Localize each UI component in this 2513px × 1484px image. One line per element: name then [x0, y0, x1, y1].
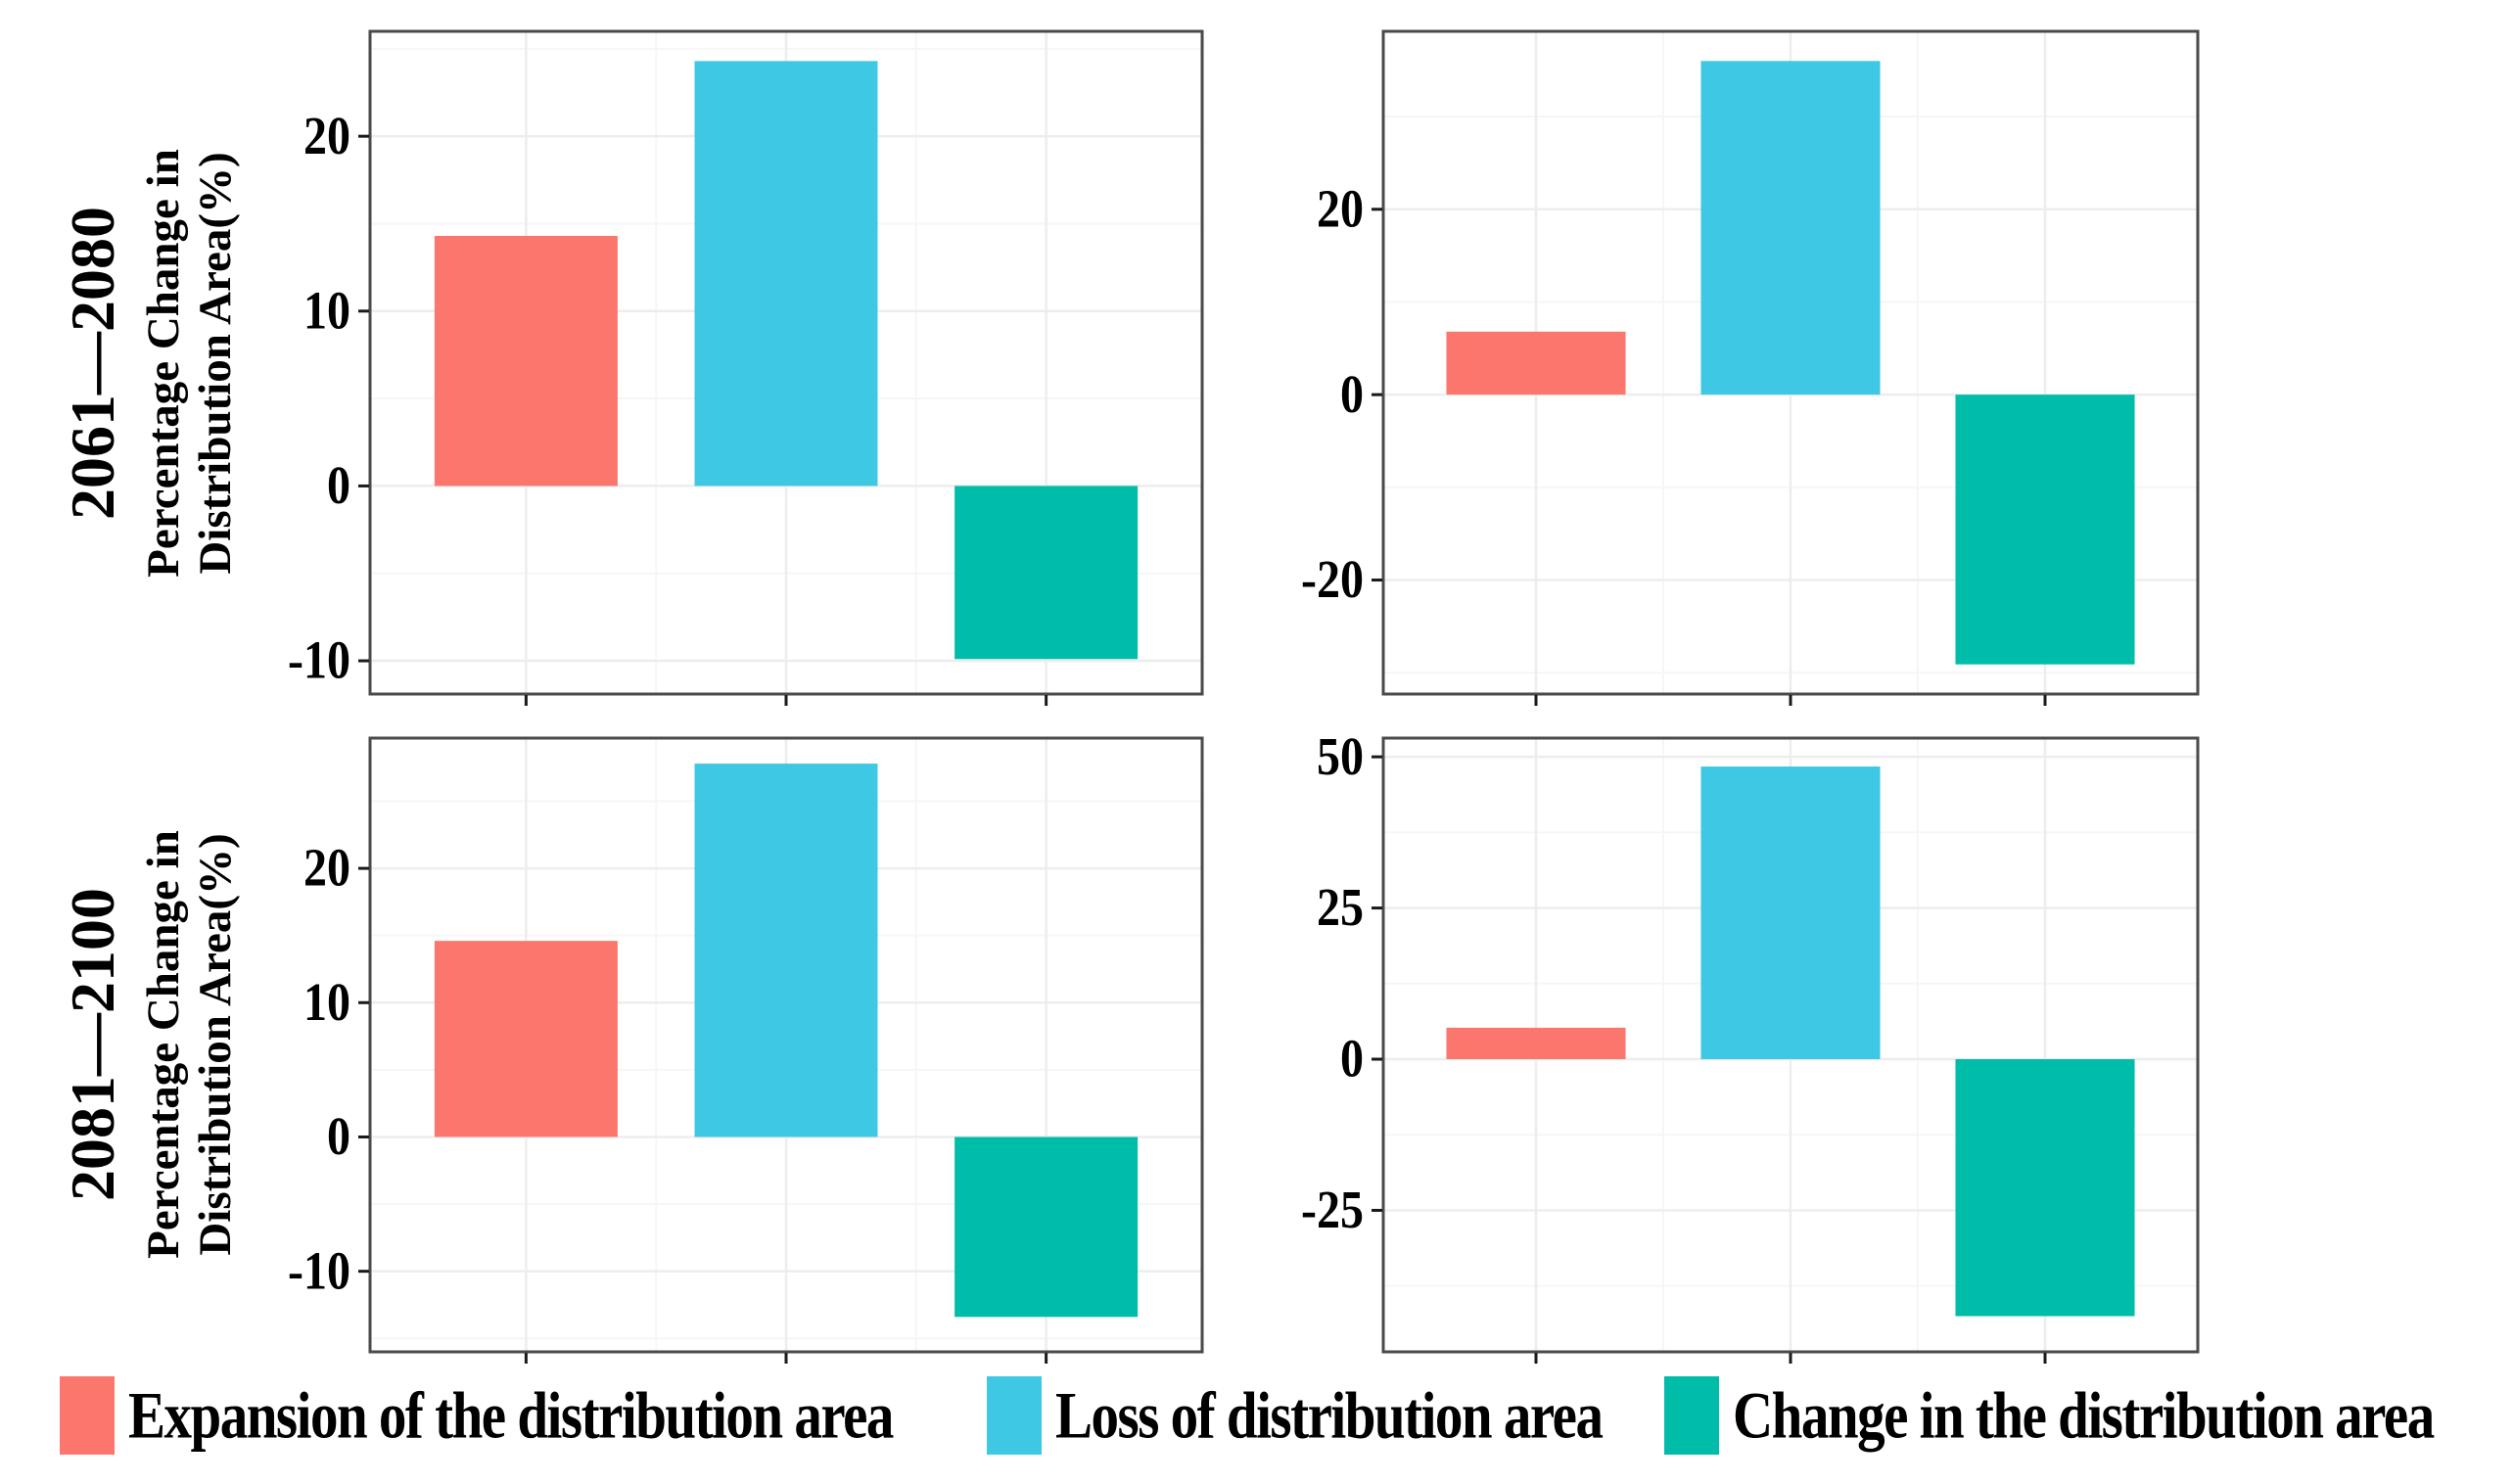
y-axis-title-line2: Distribution Area(%) — [190, 833, 241, 1256]
row-label-2061-2080: 2061—2080 — [58, 207, 127, 520]
legend-label-loss: Loss of distribution area — [1055, 1378, 1604, 1453]
chart-2061-2080-left: -10 0 10 20 — [288, 29, 1204, 706]
axis-ticks: -20 0 20 — [1301, 179, 2047, 706]
legend: Expansion of the distribution area Loss … — [0, 1367, 2513, 1474]
bar-change — [1955, 394, 2135, 665]
legend-swatch-change — [1664, 1376, 1719, 1455]
bar-change — [1955, 1059, 2135, 1317]
y-tick-label: -25 — [1301, 1181, 1364, 1240]
chart-2081-2100-right: -25 0 25 50 — [1301, 727, 2200, 1364]
y-tick-label: 10 — [303, 973, 350, 1033]
chart-2061-2080-right: -20 0 20 — [1301, 29, 2200, 706]
y-tick-label: 20 — [1317, 179, 1364, 239]
bar-loss — [1700, 61, 1881, 395]
panel-border — [368, 29, 1204, 696]
legend-item-loss: Loss of distribution area — [987, 1376, 1604, 1455]
bar-change — [954, 1136, 1139, 1318]
bar-change — [954, 486, 1139, 660]
axis-ticks: -25 0 25 50 — [1301, 727, 2047, 1364]
legend-label-expansion: Expansion of the distribution area — [128, 1378, 894, 1453]
y-tick-label: 10 — [303, 281, 350, 341]
bar-expansion — [1446, 331, 1626, 395]
y-tick-label: 0 — [327, 1107, 350, 1167]
y-axis-title-line1: Percentage Change in — [138, 830, 189, 1259]
axis-ticks: -10 0 10 20 — [288, 107, 1048, 706]
row-label-2081-2100: 2081—2100 — [58, 888, 127, 1201]
panel-border — [1381, 736, 2200, 1354]
y-tick-label: -20 — [1301, 550, 1364, 610]
y-tick-label: 25 — [1317, 878, 1364, 938]
y-axis-title-bottom: Percentage Change in Distribution Area(%… — [138, 702, 244, 1387]
axis-ticks: -10 0 10 20 — [288, 839, 1048, 1364]
legend-swatch-loss — [987, 1376, 1042, 1455]
y-axis-title-top: Percentage Change in Distribution Area(%… — [138, 21, 244, 706]
bar-loss — [1700, 766, 1881, 1060]
bar-loss — [694, 61, 878, 487]
bar-loss — [694, 764, 878, 1137]
legend-swatch-expansion — [60, 1376, 115, 1455]
y-axis-title-line2: Distribution Area(%) — [190, 152, 241, 575]
bar-expansion — [434, 941, 618, 1137]
y-tick-label: -10 — [288, 631, 350, 691]
bar-expansion — [1446, 1027, 1626, 1060]
legend-item-expansion: Expansion of the distribution area — [60, 1376, 894, 1455]
y-tick-label: 0 — [1340, 365, 1364, 425]
y-tick-label: 20 — [303, 839, 350, 899]
chart-2081-2100-left: -10 0 10 20 — [288, 736, 1204, 1364]
legend-item-change: Change in the distribution area — [1664, 1376, 2435, 1455]
bar-expansion — [434, 235, 618, 487]
y-axis-title-line1: Percentage Change in — [138, 149, 189, 578]
legend-label-change: Change in the distribution area — [1733, 1378, 2435, 1453]
y-tick-label: 20 — [303, 107, 350, 166]
panel-border — [368, 736, 1204, 1354]
y-tick-label: 50 — [1317, 727, 1364, 787]
y-tick-label: 0 — [1340, 1030, 1364, 1090]
y-tick-label: -10 — [288, 1241, 350, 1301]
panel-border — [1381, 29, 2200, 696]
y-tick-label: 0 — [327, 456, 350, 516]
